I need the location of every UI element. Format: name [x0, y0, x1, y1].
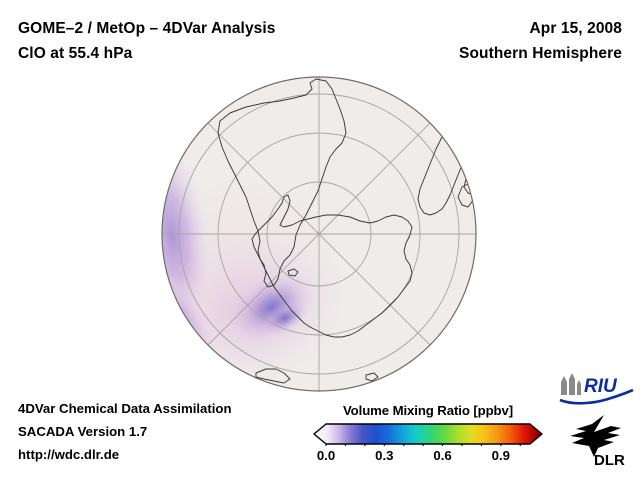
footer-left-block: 4DVar Chemical Data Assimilation SACADA …	[18, 397, 318, 466]
footer-line-1: 4DVar Chemical Data Assimilation	[18, 401, 232, 416]
riu-logo: RIU	[558, 373, 634, 405]
coastline-falklands	[287, 268, 299, 277]
dlr-wordmark: DLR	[594, 452, 625, 469]
footer-url: http://wdc.dlr.de	[18, 447, 120, 462]
colorbar-tick-label: 0.6	[433, 448, 452, 463]
graticule	[162, 77, 476, 391]
date-label: Apr 15, 2008	[529, 20, 622, 37]
coastline-south-america	[217, 78, 347, 288]
dlr-logo: DLR	[564, 413, 632, 469]
colorbar-tick-labels: 0.0 0.3 0.6 0.9	[312, 448, 544, 468]
riu-swoosh-icon	[559, 388, 634, 405]
coastlines	[217, 78, 476, 384]
colorbar-tick-label: 0.9	[491, 448, 511, 463]
coastline-antarctica	[251, 194, 413, 338]
header-right-block: Apr 15, 2008 Southern Hemisphere	[322, 16, 622, 66]
globe-map	[160, 75, 478, 393]
globe-outline	[161, 76, 477, 392]
coastline-africa	[417, 102, 476, 216]
header-left-block: GOME–2 / MetOp – 4DVar Analysis ClO at 5…	[18, 16, 398, 66]
colorbar-gradient	[313, 423, 543, 446]
coastline-new-zealand	[255, 368, 291, 384]
coastline-island-south	[365, 372, 379, 382]
dlr-emblem-icon	[570, 415, 621, 457]
colorbar-tick-label: 0.3	[375, 448, 394, 463]
page-title: GOME–2 / MetOp – 4DVar Analysis	[18, 20, 276, 37]
riu-wordmark: RIU	[584, 376, 618, 397]
page-subtitle: ClO at 55.4 hPa	[18, 45, 133, 62]
colorbar-legend: Volume Mixing Ratio [ppbv] 0.0 0.3 0.6 0.9	[312, 403, 544, 468]
colorbar-title: Volume Mixing Ratio [ppbv]	[342, 403, 514, 418]
footer-line-2: SACADA Version 1.7	[18, 424, 148, 439]
colorbar-tick-label: 0.0	[316, 448, 336, 463]
riu-towers-icon	[561, 373, 581, 395]
region-label: Southern Hemisphere	[459, 45, 622, 62]
